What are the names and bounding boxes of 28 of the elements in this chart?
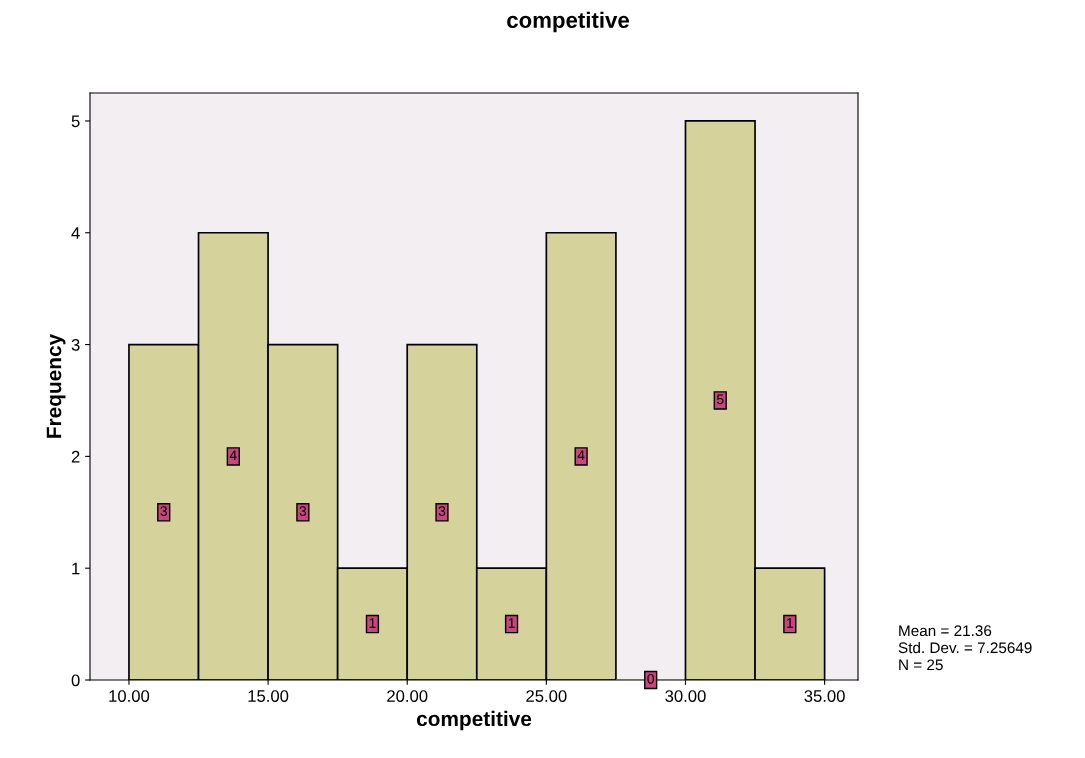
data-label: 1 xyxy=(787,618,794,628)
data-label: 3 xyxy=(438,506,446,517)
data-label: 3 xyxy=(299,506,307,517)
x-tick-label: 20.00 xyxy=(387,690,428,702)
data-label: 5 xyxy=(716,394,724,405)
x-tick-label: 35.00 xyxy=(804,690,845,702)
y-tick-label: 5 xyxy=(71,115,80,128)
y-tick-label: 1 xyxy=(72,562,80,575)
data-label: 0 xyxy=(647,673,655,684)
data-label: 1 xyxy=(508,618,515,628)
text: Mean = 21.36 xyxy=(899,625,992,637)
data-label: 4 xyxy=(577,450,585,460)
x-tick-label: 30.00 xyxy=(665,690,706,702)
text: Std. Dev. = 7.25649 xyxy=(898,641,1032,654)
y-tick-label: 2 xyxy=(71,450,80,463)
x-tick-label: 25.00 xyxy=(526,690,567,702)
y-tick-label: 4 xyxy=(71,227,80,239)
x-axis-title: competitive xyxy=(416,710,532,731)
data-label: 1 xyxy=(369,618,376,628)
x-tick-label: 10.00 xyxy=(109,690,150,702)
data-label: 4 xyxy=(229,450,237,460)
chart-title: competitive xyxy=(507,11,629,33)
y-axis-title: Frequency xyxy=(46,333,66,438)
y-tick-label: 3 xyxy=(71,338,80,351)
y-tick-label: 0 xyxy=(71,674,80,687)
x-tick-label: 15.00 xyxy=(248,690,289,702)
data-label: 3 xyxy=(160,506,167,517)
text: N = 25 xyxy=(899,659,943,671)
